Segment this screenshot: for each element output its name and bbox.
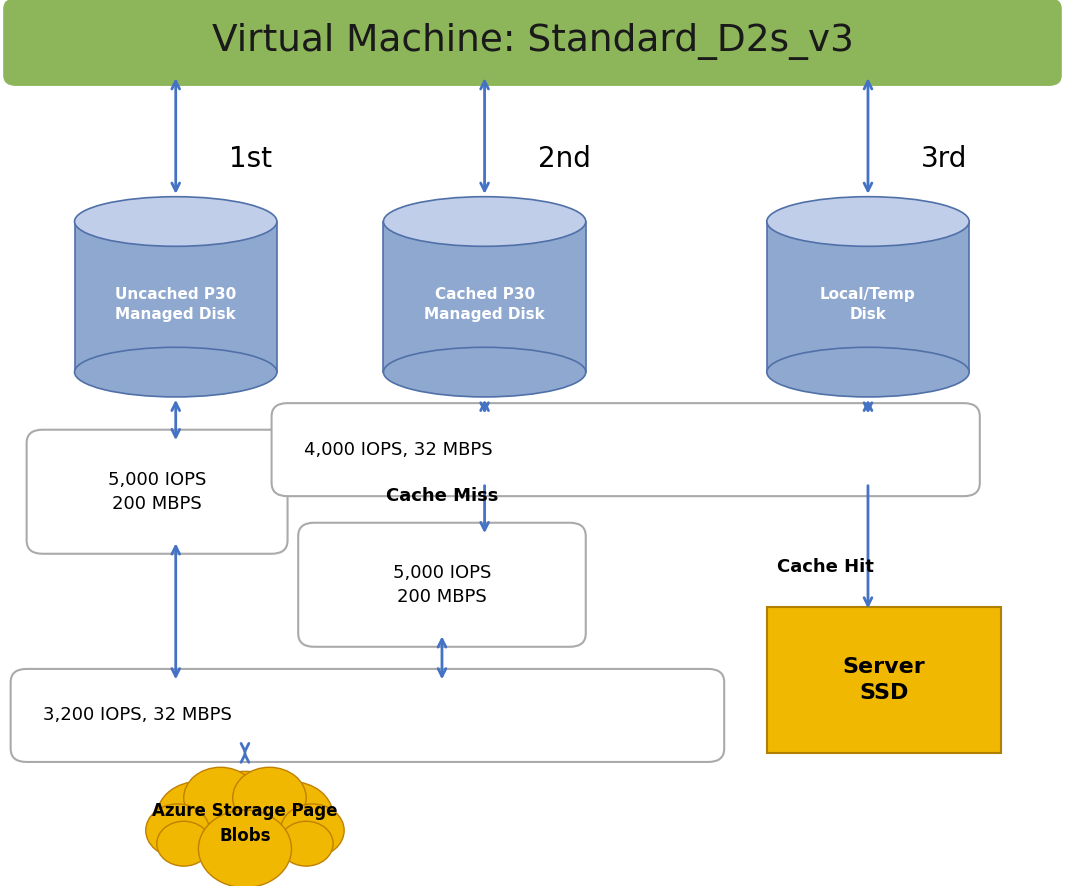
Ellipse shape bbox=[75, 347, 277, 397]
Text: 5,000 IOPS
200 MBPS: 5,000 IOPS 200 MBPS bbox=[108, 471, 207, 512]
Circle shape bbox=[157, 821, 211, 867]
Text: 3,200 IOPS, 32 MBPS: 3,200 IOPS, 32 MBPS bbox=[43, 706, 231, 725]
Polygon shape bbox=[75, 222, 277, 372]
Text: Virtual Machine: Standard_D2s_v3: Virtual Machine: Standard_D2s_v3 bbox=[212, 23, 853, 59]
Text: Local/Temp
Disk: Local/Temp Disk bbox=[820, 287, 916, 322]
Circle shape bbox=[280, 804, 344, 857]
Circle shape bbox=[146, 804, 210, 857]
Text: Server
SSD: Server SSD bbox=[842, 657, 925, 703]
Circle shape bbox=[186, 772, 304, 869]
FancyBboxPatch shape bbox=[298, 523, 586, 647]
Circle shape bbox=[184, 767, 258, 828]
Ellipse shape bbox=[383, 347, 586, 397]
FancyBboxPatch shape bbox=[11, 669, 724, 762]
Ellipse shape bbox=[75, 197, 277, 246]
Ellipse shape bbox=[767, 347, 969, 397]
Text: Uncached P30
Managed Disk: Uncached P30 Managed Disk bbox=[115, 287, 236, 322]
Text: Azure Storage Page
Blobs: Azure Storage Page Blobs bbox=[152, 802, 338, 845]
Text: 4,000 IOPS, 32 MBPS: 4,000 IOPS, 32 MBPS bbox=[304, 440, 492, 459]
Ellipse shape bbox=[383, 197, 586, 246]
Text: Cache Miss: Cache Miss bbox=[386, 487, 498, 505]
Text: 1st: 1st bbox=[229, 145, 272, 174]
Circle shape bbox=[232, 767, 307, 828]
Circle shape bbox=[279, 821, 333, 867]
Polygon shape bbox=[383, 222, 586, 372]
Text: 2nd: 2nd bbox=[538, 145, 591, 174]
Ellipse shape bbox=[767, 197, 969, 246]
Text: 5,000 IOPS
200 MBPS: 5,000 IOPS 200 MBPS bbox=[393, 564, 491, 605]
FancyBboxPatch shape bbox=[767, 607, 1001, 753]
FancyBboxPatch shape bbox=[27, 430, 288, 554]
Text: Cached P30
Managed Disk: Cached P30 Managed Disk bbox=[424, 287, 545, 322]
FancyBboxPatch shape bbox=[3, 0, 1062, 86]
Text: 3rd: 3rd bbox=[921, 145, 968, 174]
Circle shape bbox=[250, 781, 333, 851]
Circle shape bbox=[198, 810, 292, 886]
Circle shape bbox=[157, 781, 240, 851]
Polygon shape bbox=[767, 222, 969, 372]
Text: Cache Hit: Cache Hit bbox=[777, 558, 873, 576]
FancyBboxPatch shape bbox=[272, 403, 980, 496]
